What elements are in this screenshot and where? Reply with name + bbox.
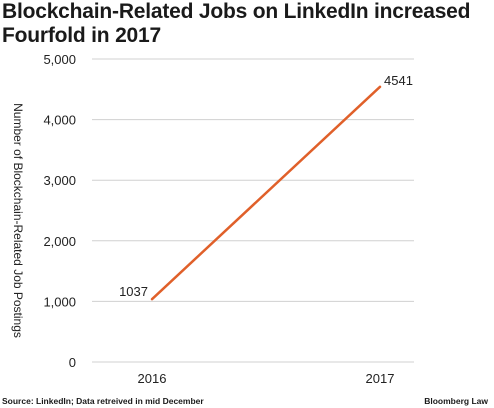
- y-tick-label: 4,000: [43, 113, 76, 128]
- y-tick-label: 2,000: [43, 234, 76, 249]
- source-note: Source: LinkedIn; Data retreived in mid …: [2, 396, 204, 406]
- brand-logo-text: Bloomberg Law: [424, 396, 488, 406]
- y-tick-label: 1,000: [43, 294, 76, 309]
- data-labels: 1037 4541: [119, 73, 413, 299]
- y-axis-ticks: 0 1,000 2,000 3,000 4,000 5,000: [43, 52, 76, 370]
- data-label: 4541: [384, 73, 413, 88]
- x-axis-ticks: 2016 2017: [138, 371, 395, 386]
- series-group: [150, 85, 382, 301]
- x-tick-label: 2017: [366, 371, 395, 386]
- data-label: 1037: [119, 284, 148, 299]
- y-tick-label: 3,000: [43, 173, 76, 188]
- series-line: [150, 85, 382, 301]
- chart-title-text: Blockchain-Related Jobs on LinkedIn incr…: [2, 0, 471, 47]
- x-tick-label: 2016: [138, 371, 167, 386]
- y-axis-label: Number of Blockchain-Related Job Posting…: [11, 103, 25, 338]
- chart-title: Blockchain-Related Jobs on LinkedIn incr…: [2, 0, 494, 48]
- gridlines: [92, 58, 414, 363]
- y-tick-label: 5,000: [43, 52, 76, 67]
- y-tick-label: 0: [69, 355, 76, 370]
